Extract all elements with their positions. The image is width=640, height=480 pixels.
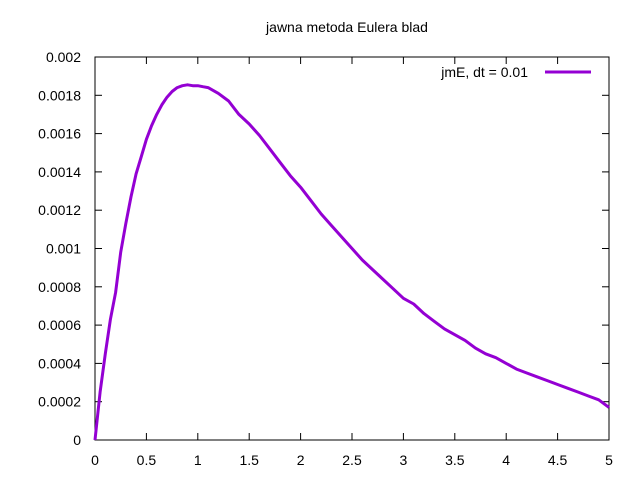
y-tick-label: 0.002 (46, 49, 81, 65)
x-tick-label: 2 (297, 452, 305, 468)
series-line (93, 83, 610, 441)
legend: jmE, dt = 0.01 (440, 64, 591, 80)
x-tick-label: 3.5 (445, 452, 465, 468)
x-tick-label: 2.5 (342, 452, 362, 468)
y-tick-label: 0.0018 (38, 87, 81, 103)
x-tick-label: 1 (194, 452, 202, 468)
y-tick-label: 0.0014 (38, 164, 81, 180)
series-layer (93, 83, 610, 441)
x-tick-label: 1.5 (239, 452, 259, 468)
y-tick-label: 0.001 (46, 241, 81, 257)
x-tick-label: 0 (91, 452, 99, 468)
legend-label: jmE, dt = 0.01 (440, 64, 528, 80)
x-axis: 0 0.5 1 1.5 2 2.5 3 3.5 4 4.5 5 (91, 57, 613, 468)
y-tick-label: 0 (73, 432, 81, 448)
y-tick-label: 0.0002 (38, 394, 81, 410)
y-tick-label: 0.0016 (38, 126, 81, 142)
y-tick-label: 0.0008 (38, 279, 81, 295)
chart-title: jawna metoda Eulera blad (265, 19, 428, 35)
x-tick-label: 4 (502, 452, 510, 468)
y-tick-label: 0.0004 (38, 355, 81, 371)
x-tick-label: 0.5 (137, 452, 157, 468)
y-tick-label: 0.0012 (38, 202, 81, 218)
x-tick-label: 5 (605, 452, 613, 468)
x-tick-label: 3 (400, 452, 408, 468)
y-tick-label: 0.0006 (38, 317, 81, 333)
y-axis: 0 0.0002 0.0004 0.0006 0.0008 0.001 0.0012 0.00… (38, 49, 609, 448)
x-tick-label: 4.5 (548, 452, 568, 468)
